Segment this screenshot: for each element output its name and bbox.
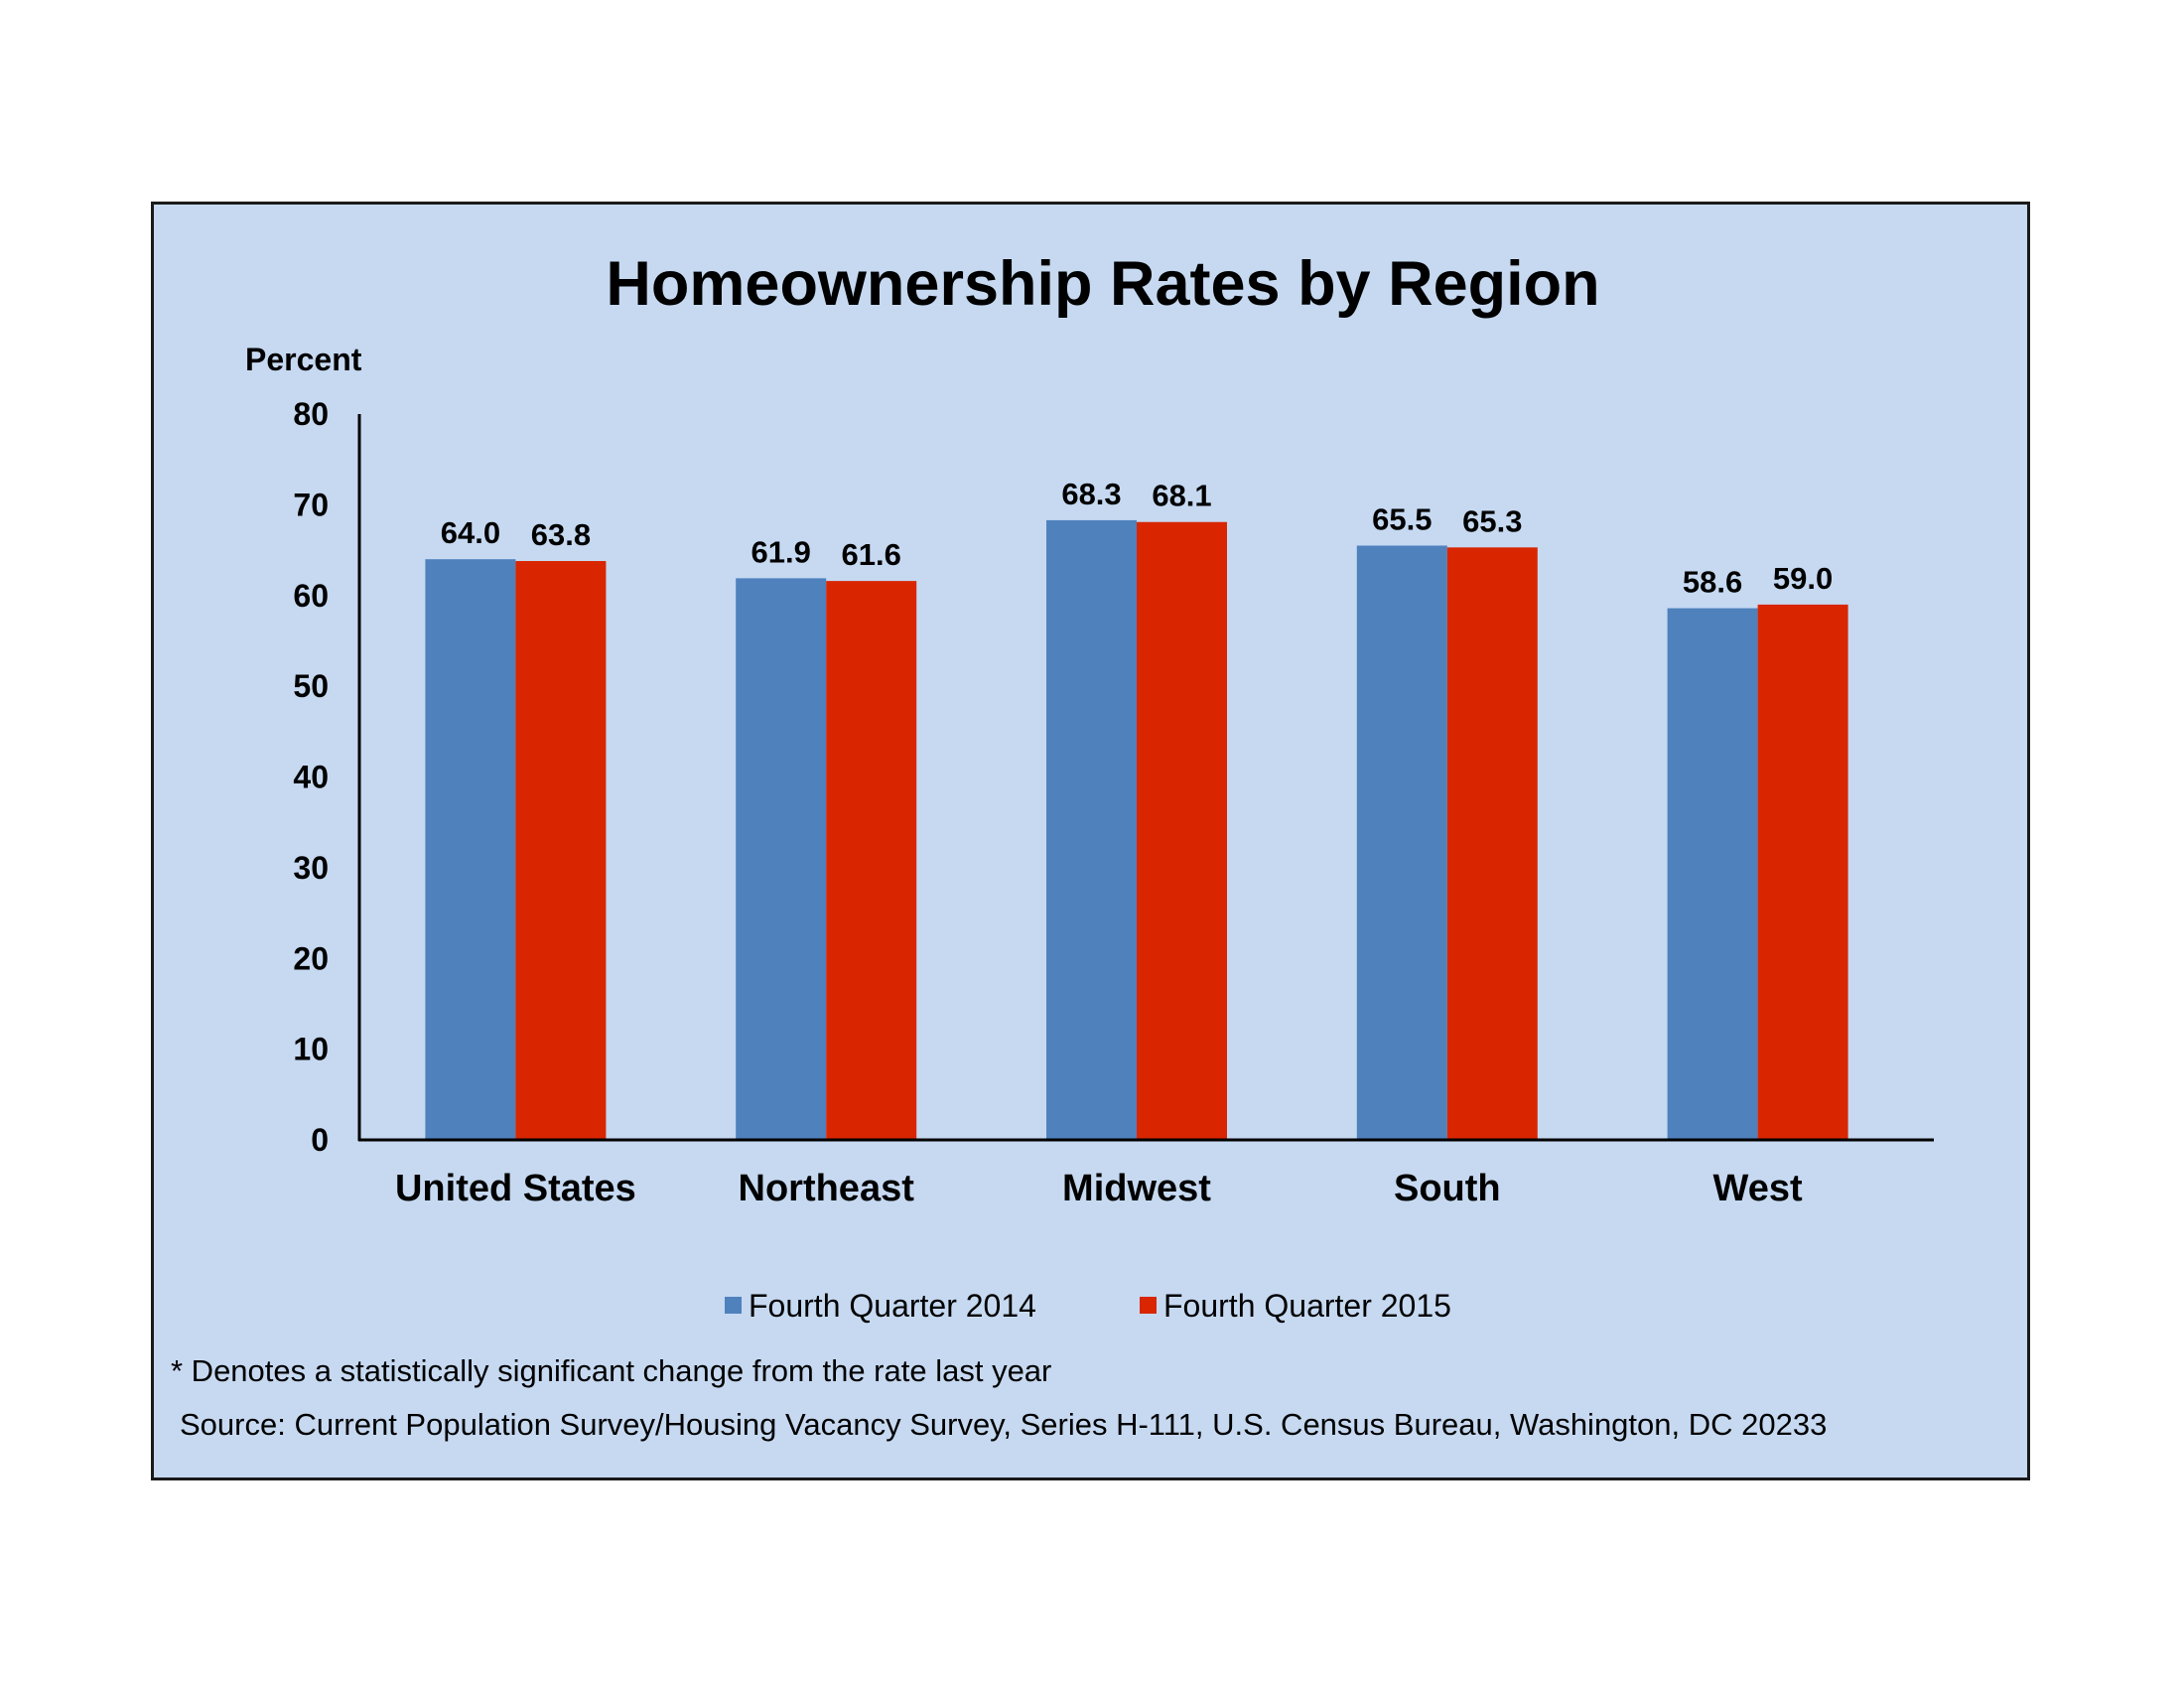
bar-united-states-series-1 <box>425 559 516 1140</box>
category-label: South <box>1394 1168 1501 1209</box>
bar-northeast-series-1 <box>736 578 827 1140</box>
data-label: 63.8 <box>531 517 591 552</box>
category-label: United States <box>395 1168 636 1209</box>
chart-title: Homeownership Rates by Region <box>606 249 1599 319</box>
bar-midwest-series-2 <box>1137 521 1227 1140</box>
y-tick-label: 0 <box>311 1122 329 1158</box>
y-tick-label: 80 <box>293 396 329 432</box>
bar-west-series-2 <box>1757 604 1848 1140</box>
legend-swatch <box>1140 1297 1157 1314</box>
data-label: 65.3 <box>1462 503 1522 538</box>
category-label: Northeast <box>739 1168 915 1209</box>
bar-midwest-series-1 <box>1046 519 1137 1140</box>
legend-swatch <box>725 1297 742 1314</box>
legend-label: Fourth Quarter 2015 <box>1163 1288 1451 1324</box>
y-tick-label: 70 <box>293 487 329 522</box>
data-label: 68.3 <box>1061 477 1121 511</box>
y-axis-ticks: 0 10 20 30 40 50 60 70 80 <box>293 396 329 1158</box>
y-axis-label: Percent <box>245 342 362 377</box>
bar-south-series-1 <box>1356 545 1447 1140</box>
y-tick-label: 30 <box>293 850 329 886</box>
legend: Fourth Quarter 2014 Fourth Quarter 2015 <box>725 1288 1451 1324</box>
legend-label: Fourth Quarter 2014 <box>749 1288 1036 1324</box>
y-tick-label: 60 <box>293 578 329 614</box>
significance-note: * Denotes a statistically significant ch… <box>171 1353 1051 1388</box>
bar-northeast-series-2 <box>826 581 917 1140</box>
data-labels: 64.0 63.8 61.9 61.6 68.3 68.1 65.5 65.3 58.6 59.0 <box>441 477 1834 600</box>
data-label: 61.9 <box>751 534 811 569</box>
data-label: 68.1 <box>1152 479 1211 513</box>
bar-south-series-2 <box>1446 547 1538 1140</box>
data-label: 64.0 <box>441 515 500 550</box>
bar-united-states-series-2 <box>515 561 607 1140</box>
source-note: Source: Current Population Survey/Housin… <box>180 1407 1827 1442</box>
y-tick-label: 10 <box>293 1032 329 1067</box>
category-labels: United States Northeast Midwest South West <box>395 1168 1803 1209</box>
y-tick-label: 20 <box>293 940 329 976</box>
category-label: West <box>1713 1168 1803 1209</box>
data-label: 58.6 <box>1683 565 1742 600</box>
data-label: 61.6 <box>842 537 901 572</box>
y-tick-label: 40 <box>293 760 329 795</box>
y-tick-label: 50 <box>293 668 329 704</box>
bar-west-series-1 <box>1667 608 1758 1140</box>
bars <box>425 519 1848 1140</box>
data-label: 65.5 <box>1372 501 1432 536</box>
data-label: 59.0 <box>1773 561 1833 596</box>
category-label: Midwest <box>1062 1168 1211 1209</box>
